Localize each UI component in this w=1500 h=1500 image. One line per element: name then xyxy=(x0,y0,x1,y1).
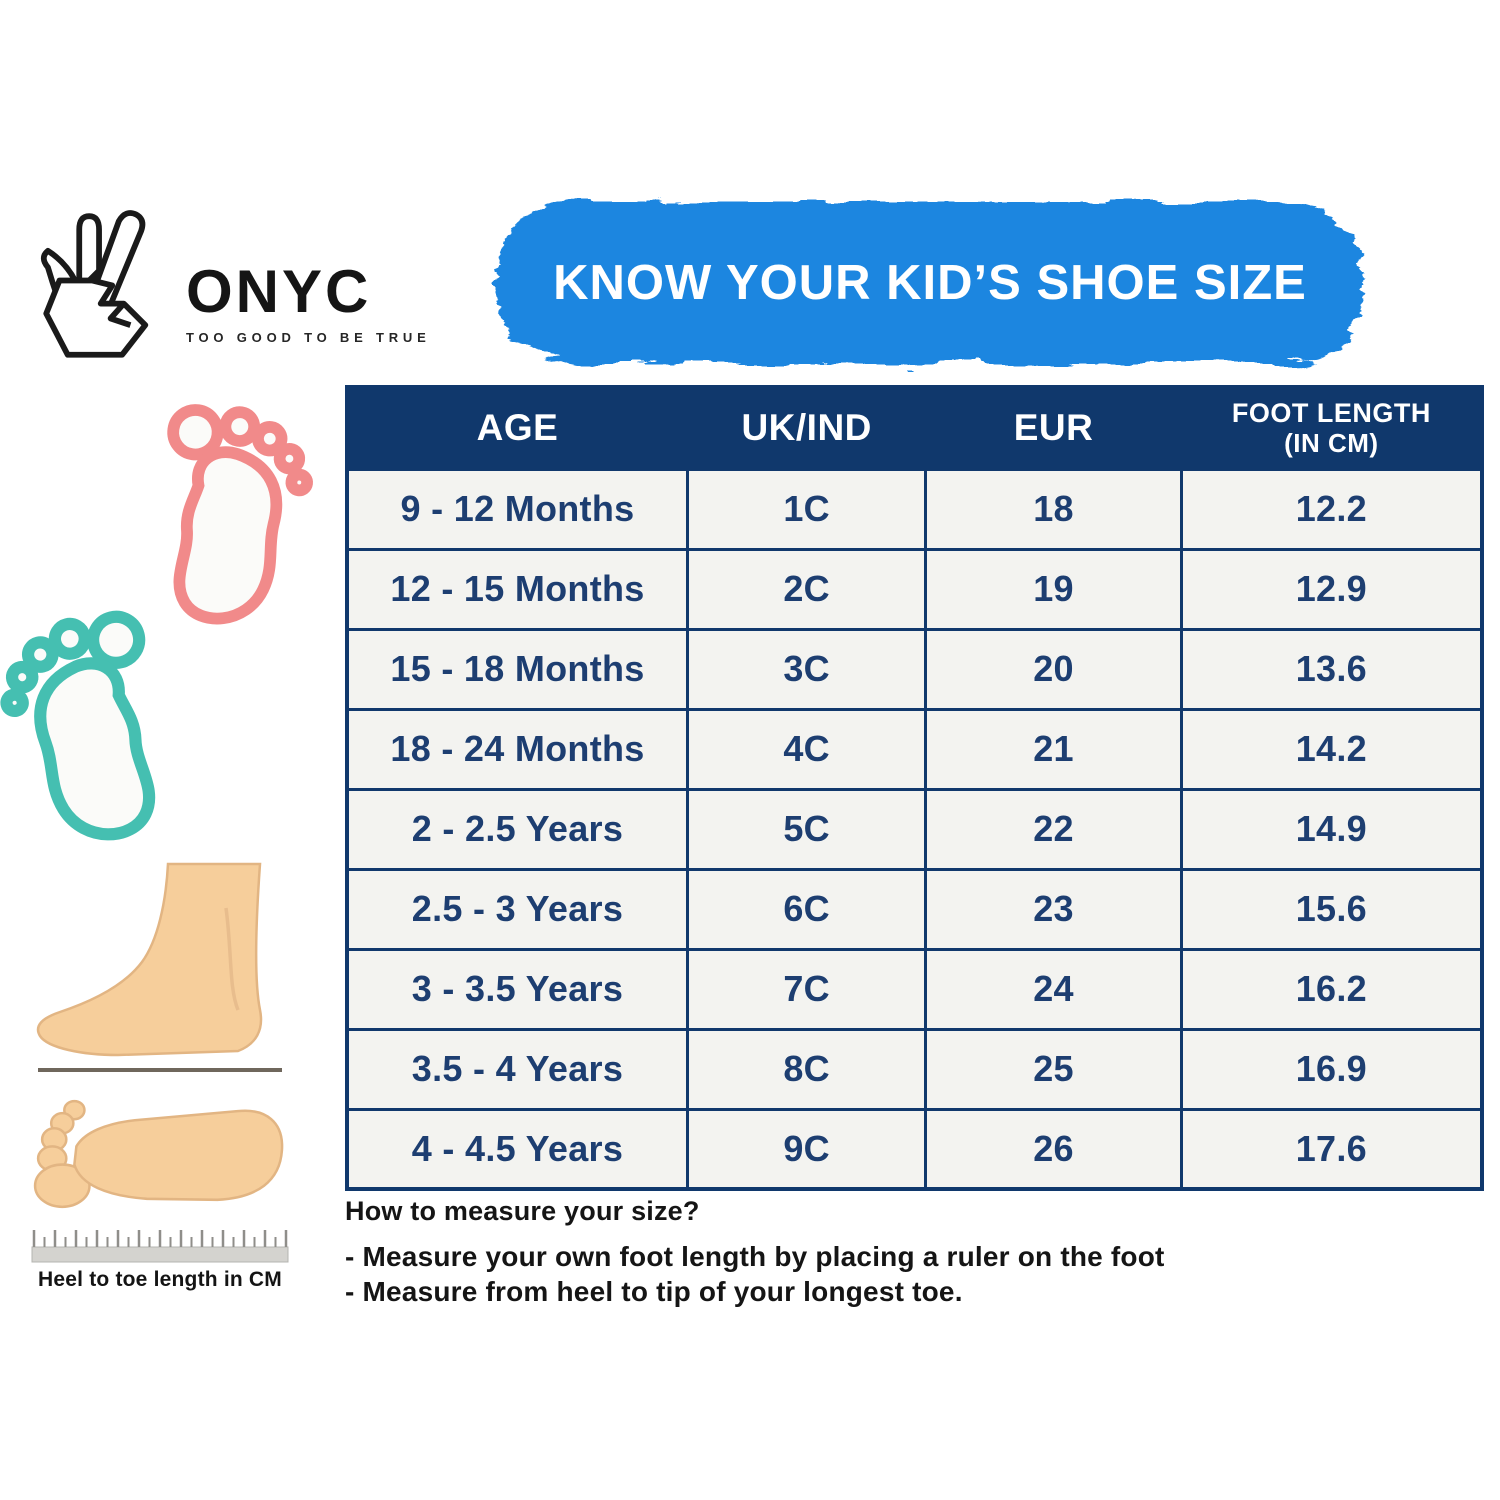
cell-foot-cm: 16.2 xyxy=(1179,947,1484,1031)
brand-tagline: TOO GOOD TO BE TRUE xyxy=(186,330,431,345)
cell-age: 2.5 - 3 Years xyxy=(345,867,689,951)
column-header-age: AGE xyxy=(345,385,689,471)
cell-eur: 18 xyxy=(924,467,1183,551)
table-row: 3.5 - 4 Years 8C 25 16.9 xyxy=(345,1027,1484,1111)
cell-uk-ind: 5C xyxy=(685,787,928,871)
cell-age: 3 - 3.5 Years xyxy=(345,947,689,1031)
table-row: 2.5 - 3 Years 6C 23 15.6 xyxy=(345,867,1484,951)
footprint-teal-icon xyxy=(0,595,214,887)
table-row: 2 - 2.5 Years 5C 22 14.9 xyxy=(345,787,1484,871)
cell-uk-ind: 3C xyxy=(685,627,928,711)
cell-foot-cm: 17.6 xyxy=(1179,1107,1484,1191)
cell-foot-cm: 15.6 xyxy=(1179,867,1484,951)
title-banner: KNOW YOUR KID’S SHOE SIZE xyxy=(490,192,1370,374)
cell-foot-cm: 12.2 xyxy=(1179,467,1484,551)
ruler-caption: Heel to toe length in CM xyxy=(38,1268,282,1291)
size-table: AGE UK/IND EUR FOOT LENGTH (IN CM) 9 - 1… xyxy=(345,385,1484,1191)
column-header-foot-length-line1: FOOT LENGTH xyxy=(1231,397,1431,428)
page-title: KNOW YOUR KID’S SHOE SIZE xyxy=(553,256,1307,310)
table-row: 4 - 4.5 Years 9C 26 17.6 xyxy=(345,1107,1484,1191)
cell-foot-cm: 13.6 xyxy=(1179,627,1484,711)
cell-uk-ind: 1C xyxy=(685,467,928,551)
cell-eur: 26 xyxy=(924,1107,1183,1191)
cell-age: 4 - 4.5 Years xyxy=(345,1107,689,1191)
cell-age: 12 - 15 Months xyxy=(345,547,689,631)
column-header-foot-length-line2: (IN CM) xyxy=(1284,427,1379,458)
cell-foot-cm: 14.9 xyxy=(1179,787,1484,871)
brand-logo: ONYC TOO GOOD TO BE TRUE xyxy=(38,196,431,370)
onyc-logo-icon xyxy=(38,196,170,370)
cell-age: 9 - 12 Months xyxy=(345,467,689,551)
foot-side-view-icon xyxy=(30,858,292,1080)
cell-uk-ind: 9C xyxy=(685,1107,928,1191)
cell-foot-cm: 12.9 xyxy=(1179,547,1484,631)
cell-uk-ind: 6C xyxy=(685,867,928,951)
cell-age: 3.5 - 4 Years xyxy=(345,1027,689,1111)
cell-age: 15 - 18 Months xyxy=(345,627,689,711)
table-row: 12 - 15 Months 2C 19 12.9 xyxy=(345,547,1484,631)
table-row: 18 - 24 Months 4C 21 14.2 xyxy=(345,707,1484,791)
measure-guide-title: How to measure your size? xyxy=(345,1196,700,1226)
brand-text-block: ONYC TOO GOOD TO BE TRUE xyxy=(186,258,431,346)
cell-eur: 19 xyxy=(924,547,1183,631)
cell-age: 2 - 2.5 Years xyxy=(345,787,689,871)
cell-eur: 24 xyxy=(924,947,1183,1031)
ruler-icon xyxy=(30,1226,290,1266)
table-row: 3 - 3.5 Years 7C 24 16.2 xyxy=(345,947,1484,1031)
table-row: 9 - 12 Months 1C 18 12.2 xyxy=(345,467,1484,551)
cell-eur: 25 xyxy=(924,1027,1183,1111)
table-header-row: AGE UK/IND EUR FOOT LENGTH (IN CM) xyxy=(345,385,1484,471)
column-header-uk-ind: UK/IND xyxy=(685,385,928,471)
cell-uk-ind: 2C xyxy=(685,547,928,631)
cell-age: 18 - 24 Months xyxy=(345,707,689,791)
foot-top-view-icon xyxy=(26,1090,292,1216)
measure-guide-step: - Measure from heel to tip of your longe… xyxy=(345,1276,963,1307)
table-row: 15 - 18 Months 3C 20 13.6 xyxy=(345,627,1484,711)
column-header-eur: EUR xyxy=(924,385,1183,471)
cell-uk-ind: 4C xyxy=(685,707,928,791)
cell-uk-ind: 8C xyxy=(685,1027,928,1111)
footprint-pink-icon xyxy=(122,392,325,662)
column-header-foot-length: FOOT LENGTH (IN CM) xyxy=(1179,385,1484,471)
measure-guide: How to measure your size? - Measure your… xyxy=(345,1196,1175,1309)
measure-guide-step: - Measure your own foot length by placin… xyxy=(345,1241,1165,1272)
size-table-wrap: AGE UK/IND EUR FOOT LENGTH (IN CM) 9 - 1… xyxy=(345,385,1484,1191)
cell-eur: 21 xyxy=(924,707,1183,791)
cell-uk-ind: 7C xyxy=(685,947,928,1031)
cell-eur: 23 xyxy=(924,867,1183,951)
cell-foot-cm: 16.9 xyxy=(1179,1027,1484,1111)
cell-eur: 22 xyxy=(924,787,1183,871)
cell-foot-cm: 14.2 xyxy=(1179,707,1484,791)
banner-blob-background xyxy=(496,202,1364,364)
cell-eur: 20 xyxy=(924,627,1183,711)
brand-name: ONYC xyxy=(186,258,372,325)
